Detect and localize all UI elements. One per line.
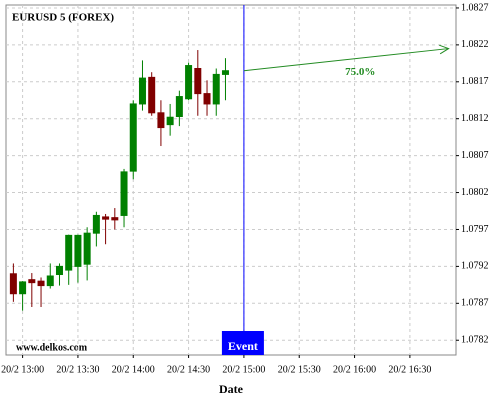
y-tick-label: 1.0817 <box>461 76 489 87</box>
candle-body <box>203 93 211 105</box>
candle-body <box>46 275 54 287</box>
arrow-head <box>439 44 450 55</box>
forecast-arrow <box>243 48 449 72</box>
plot-area <box>5 4 457 356</box>
x-tick-label: 20/2 13:00 <box>1 364 44 375</box>
candle-body <box>74 234 82 267</box>
y-tick-label: 1.0822 <box>461 39 489 50</box>
candle-body <box>19 281 27 295</box>
x-tick-label: 20/2 16:30 <box>388 364 431 375</box>
candle-body <box>221 70 229 75</box>
candle-body <box>120 171 128 216</box>
candle-body <box>148 76 156 114</box>
candle-body <box>194 68 202 95</box>
candle-body <box>9 273 17 295</box>
candle-body <box>55 265 63 276</box>
candle-body <box>129 103 137 172</box>
x-tick-label: 20/2 14:30 <box>167 364 210 375</box>
candle-body <box>185 65 193 100</box>
candle-body <box>212 73 220 105</box>
y-tick-label: 1.0802 <box>461 187 489 198</box>
x-tick-label: 20/2 13:30 <box>56 364 99 375</box>
event-box <box>221 331 264 355</box>
candle-body <box>28 279 36 284</box>
candle-body <box>83 232 91 265</box>
watermark: www.delkos.com <box>16 342 88 353</box>
y-tick-label: 1.0812 <box>461 113 489 124</box>
arrow-label: 75.0% <box>345 66 375 78</box>
y-tick-label: 1.0807 <box>461 150 489 161</box>
y-tick-label: 1.0792 <box>461 261 489 272</box>
y-tick-label: 1.0827 <box>461 2 489 13</box>
candle-body <box>92 214 100 234</box>
candle-body <box>37 280 45 287</box>
candle-body <box>65 234 73 271</box>
x-axis-label: Date <box>219 382 244 396</box>
candle-body <box>175 96 183 117</box>
y-tick-label: 1.0782 <box>461 335 489 346</box>
candle-body <box>157 112 165 129</box>
x-tick-label: 20/2 16:00 <box>333 364 376 375</box>
candle-body <box>138 77 146 105</box>
candle-body <box>166 116 174 126</box>
y-tick-label: 1.0787 <box>461 298 489 309</box>
chart-title: EURUSD 5 (FOREX) <box>12 12 114 24</box>
candle-body <box>102 216 110 220</box>
y-tick-label: 1.0797 <box>461 224 489 235</box>
candle-body <box>111 217 119 221</box>
event-label: Event <box>228 339 258 353</box>
x-tick-label: 20/2 15:00 <box>222 364 265 375</box>
x-tick-label: 20/2 15:30 <box>278 364 321 375</box>
x-tick-label: 20/2 14:00 <box>112 364 155 375</box>
